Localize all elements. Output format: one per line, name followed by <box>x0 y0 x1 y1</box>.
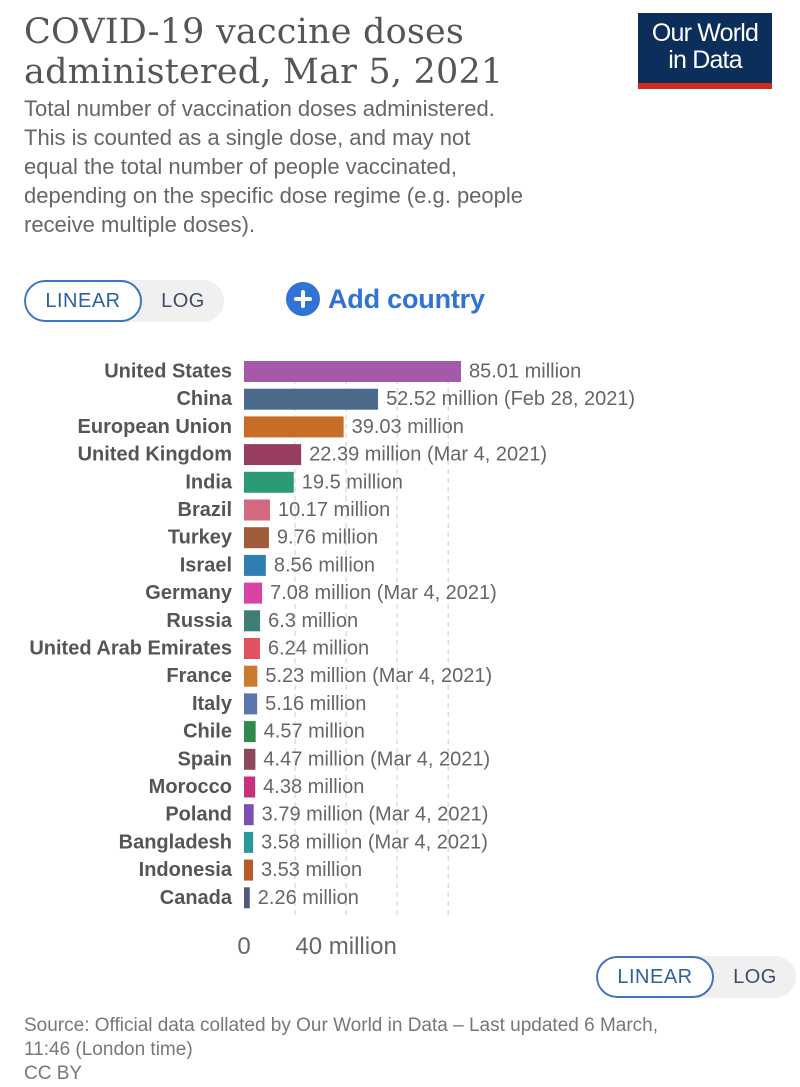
bar[interactable] <box>244 444 302 466</box>
our-world-in-data-logo[interactable]: Our World in Data <box>638 13 772 89</box>
bar[interactable] <box>244 361 461 382</box>
value-label: 4.38 million <box>263 776 364 798</box>
bar[interactable] <box>244 527 269 549</box>
value-label: 8.56 million <box>274 554 375 576</box>
subtitle-line-2: This is counted as a single dose, and ma… <box>24 125 471 150</box>
category-label[interactable]: United States <box>104 361 232 383</box>
chart-title-line-2: administered, Mar 5, 2021 <box>24 52 504 92</box>
linear-scale-button-bottom[interactable]: LINEAR <box>596 956 714 998</box>
category-label[interactable]: China <box>176 388 232 410</box>
category-label[interactable]: Russia <box>166 610 232 632</box>
logo-line-1: Our World <box>651 19 759 47</box>
subtitle-line-1: Total number of vaccination doses admini… <box>24 96 495 121</box>
category-label[interactable]: Israel <box>180 554 232 576</box>
bar[interactable] <box>244 859 254 881</box>
category-label[interactable]: United Kingdom <box>78 444 232 466</box>
bar[interactable] <box>244 499 270 521</box>
bar[interactable] <box>244 610 261 632</box>
bar[interactable] <box>244 831 254 853</box>
value-label: 9.76 million <box>277 527 378 549</box>
plus-circle-icon <box>286 282 320 316</box>
category-label[interactable]: United Arab Emirates <box>29 638 232 660</box>
value-label: 4.47 million (Mar 4, 2021) <box>263 748 490 770</box>
bar[interactable] <box>244 582 263 604</box>
category-label[interactable]: European Union <box>78 416 232 438</box>
category-labels: United States China European Union United K… <box>29 361 233 909</box>
source-line-1: Source: Official data collated by Our Wo… <box>24 1015 659 1036</box>
source-note: Source: Official data collated by Our Wo… <box>24 1014 784 1086</box>
value-label: 85.01 million <box>469 361 581 383</box>
chart-title-line-1: COVID-19 vaccine doses <box>24 12 465 52</box>
bar[interactable] <box>244 748 256 770</box>
value-label: 52.52 million (Feb 28, 2021) <box>386 388 635 410</box>
value-label: 5.23 million (Mar 4, 2021) <box>265 665 492 687</box>
category-label[interactable]: Italy <box>192 693 233 715</box>
bar[interactable] <box>244 776 256 798</box>
value-label: 3.53 million <box>261 859 362 881</box>
log-scale-button-bottom[interactable]: LOG <box>733 965 777 988</box>
value-label: 4.57 million <box>264 721 365 743</box>
chart-subtitle: Total number of vaccination doses admini… <box>24 94 584 239</box>
add-country-button[interactable]: Add country <box>286 282 485 316</box>
value-label: 5.16 million <box>265 693 366 715</box>
value-label: 19.5 million <box>302 471 403 493</box>
value-label: 6.24 million <box>268 638 369 660</box>
subtitle-line-4: depending on the specific dose regime (e… <box>24 183 524 208</box>
add-country-label: Add country <box>328 283 485 314</box>
category-label[interactable]: Spain <box>178 748 232 770</box>
category-label[interactable]: France <box>166 665 232 687</box>
x-axis-ticks: 0 40 million <box>237 933 396 960</box>
value-label: 3.58 million (Mar 4, 2021) <box>261 831 488 853</box>
x-tick-label: 40 million <box>295 933 396 960</box>
bar[interactable] <box>244 665 258 687</box>
category-label[interactable]: Bangladesh <box>119 831 232 853</box>
bar[interactable] <box>244 638 260 659</box>
value-labels: 85.01 million 52.52 million (Feb 28, 2021… <box>258 361 635 909</box>
category-label[interactable]: Chile <box>183 721 232 743</box>
category-label[interactable]: Morocco <box>149 776 232 798</box>
log-scale-button[interactable]: LOG <box>161 289 205 312</box>
bars <box>244 361 461 909</box>
value-label: 2.26 million <box>258 887 359 909</box>
category-label[interactable]: Poland <box>165 804 232 826</box>
logo-line-2: in Data <box>668 46 742 74</box>
bar[interactable] <box>244 416 344 438</box>
category-label[interactable]: Indonesia <box>139 859 233 881</box>
value-label: 10.17 million <box>278 499 390 521</box>
license-label: CC BY <box>24 1063 83 1084</box>
value-label: 22.39 million (Mar 4, 2021) <box>309 444 547 466</box>
bar[interactable] <box>244 554 266 576</box>
linear-scale-button[interactable]: LINEAR <box>24 280 142 322</box>
bar-chart: United States China European Union United K… <box>29 361 635 961</box>
value-label: 39.03 million <box>352 416 464 438</box>
category-label[interactable]: Brazil <box>178 499 232 521</box>
source-line-2: 11:46 (London time) <box>24 1039 193 1060</box>
value-label: 7.08 million (Mar 4, 2021) <box>270 582 497 604</box>
scale-toggle-top: LINEAR LOG <box>24 280 224 322</box>
bar[interactable] <box>244 388 379 410</box>
subtitle-line-3: equal the total number of people vaccina… <box>24 154 457 179</box>
bar[interactable] <box>244 693 258 715</box>
value-label: 3.79 million (Mar 4, 2021) <box>262 804 489 826</box>
bar[interactable] <box>244 721 256 743</box>
subtitle-line-5: receive multiple doses). <box>24 212 256 237</box>
bar[interactable] <box>244 471 294 493</box>
chart-title: COVID-19 vaccine doses administered, Mar… <box>24 12 584 92</box>
bar[interactable] <box>244 804 254 826</box>
category-label[interactable]: India <box>185 471 233 493</box>
category-label[interactable]: Canada <box>160 887 233 909</box>
category-label[interactable]: Turkey <box>168 527 233 549</box>
x-tick-label: 0 <box>237 933 250 960</box>
value-label: 6.3 million <box>268 610 358 632</box>
bar[interactable] <box>244 887 250 909</box>
scale-toggle-bottom: LINEAR LOG <box>596 956 796 998</box>
category-label[interactable]: Germany <box>145 582 233 604</box>
